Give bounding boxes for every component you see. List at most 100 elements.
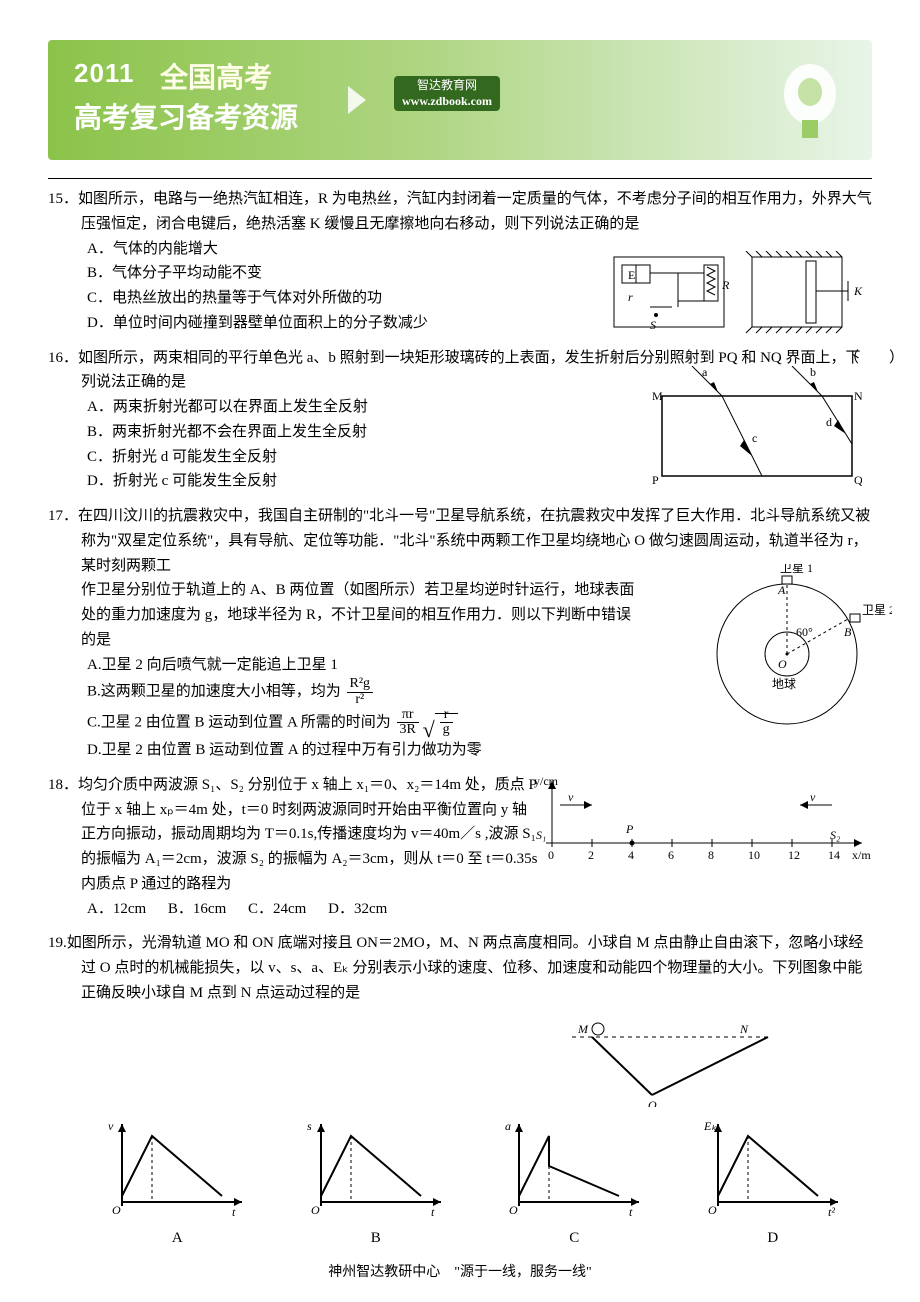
q17-opt-c: C.卫星 2 由位置 B 运动到位置 A 所需的时间为 πr3R rg	[87, 708, 647, 738]
q19-graph-d: Eₖt²OD	[698, 1116, 848, 1252]
q16-num: 16．	[48, 350, 78, 366]
question-15: 15．如图所示，电路与一绝热汽缸相连，R 为电热丝，汽缸内封闭着一定质量的气体，…	[48, 187, 872, 336]
q18-opt-b: B．16cm	[168, 897, 226, 922]
footer: 神州智达教研中心 "源于一线，服务一线"	[48, 1261, 872, 1281]
svg-text:S₁: S₁	[536, 828, 546, 842]
q17-b-den: r²	[347, 693, 374, 708]
svg-text:x/m: x/m	[852, 848, 871, 862]
svg-text:M: M	[577, 1022, 589, 1036]
q15-stem: 如图所示，电路与一绝热汽缸相连，R 为电热丝，汽缸内封闭着一定质量的气体，不考虑…	[78, 191, 872, 232]
q17-c2-num: r	[440, 708, 453, 724]
svg-text:P: P	[652, 473, 659, 486]
svg-text:t: t	[629, 1205, 633, 1216]
svg-text:2: 2	[588, 848, 594, 862]
q17-figure: O 地球 60° A 卫星 1 B 卫星 2	[702, 564, 892, 734]
q17-b-num: R²g	[347, 677, 374, 693]
q19-incline-figure: M N O	[572, 1017, 772, 1107]
q17-b-pre: B.这两颗卫星的加速度大小相等，均为	[87, 684, 341, 700]
svg-text:8: 8	[708, 848, 714, 862]
svg-text:卫星 2: 卫星 2	[862, 603, 892, 617]
q18-num: 18．	[48, 777, 78, 793]
svg-text:6: 6	[668, 848, 674, 862]
svg-text:N: N	[739, 1022, 749, 1036]
svg-text:A: A	[777, 583, 786, 597]
q18-opt-d: D．32cm	[328, 897, 387, 922]
q19-graph-a: vtOA	[102, 1116, 252, 1252]
q16-opt-b: B．两束折射光都不会在界面上发生全反射	[87, 420, 507, 445]
q19-graph-c: atOC	[499, 1116, 649, 1252]
banner-title-1: 全国高考	[160, 56, 272, 96]
svg-text:R: R	[721, 278, 730, 292]
svg-text:14: 14	[828, 848, 840, 862]
banner-url: www.zdbook.com	[402, 94, 492, 110]
svg-text:12: 12	[788, 848, 800, 862]
q17-c1-num: πr	[397, 708, 419, 724]
svg-text:Q: Q	[854, 473, 862, 486]
q15-opt-b: B．气体分子平均动能不变	[87, 261, 507, 286]
svg-text:M: M	[652, 389, 663, 403]
svg-text:s: s	[307, 1119, 312, 1133]
svg-text:10: 10	[748, 848, 760, 862]
q19-graphs: vtOAstOBatOCEₖt²OD	[48, 1116, 872, 1252]
svg-text:Eₖ: Eₖ	[703, 1119, 717, 1133]
svg-text:60°: 60°	[796, 625, 813, 639]
svg-text:K: K	[853, 284, 863, 298]
q17-num: 17．	[48, 508, 78, 524]
svg-text:O: O	[708, 1203, 717, 1216]
question-19: 19.如图所示，光滑轨道 MO 和 ON 底端对接且 ON＝2MO，M、N 两点…	[48, 931, 872, 1251]
q17-c1-den: 3R	[397, 723, 419, 738]
svg-text:y/cm: y/cm	[534, 774, 559, 788]
svg-text:O: O	[311, 1203, 320, 1216]
q17-c2-den: g	[440, 723, 453, 738]
q16-opt-d: D．折射光 c 可能发生全反射	[87, 469, 507, 494]
svg-text:t: t	[232, 1205, 236, 1216]
q17-opt-b: B.这两颗卫星的加速度大小相等，均为 R²gr²	[87, 677, 647, 707]
q15-opt-c: C．电热丝放出的热量等于气体对外所做的功	[87, 286, 507, 311]
svg-text:P: P	[625, 822, 634, 836]
q16-figure: M N P Q a b c d	[652, 366, 862, 486]
q19-stem: 如图所示，光滑轨道 MO 和 ON 底端对接且 ON＝2MO，M、N 两点高度相…	[67, 935, 864, 1001]
svg-text:d: d	[826, 415, 832, 429]
svg-text:b: b	[810, 366, 816, 379]
svg-text:t: t	[431, 1205, 435, 1216]
q15-opt-a: A．气体的内能增大	[87, 237, 507, 262]
question-18: 18．均匀介质中两波源 S₁、S₂ 分别位于 x 轴上 x₁＝0、x₂＝14m …	[48, 773, 872, 922]
svg-text:地球: 地球	[772, 677, 796, 691]
svg-text:v: v	[810, 790, 816, 804]
arrow-right-icon	[348, 86, 366, 114]
q18-opt-c: C．24cm	[248, 897, 306, 922]
q18-stem: 均匀介质中两波源 S₁、S₂ 分别位于 x 轴上 x₁＝0、x₂＝14m 处，质…	[78, 777, 538, 892]
svg-text:E: E	[628, 268, 635, 282]
lightbulb-icon	[776, 54, 844, 144]
banner-url-label: 智达教育网	[402, 78, 492, 94]
svg-text:a: a	[505, 1119, 511, 1133]
question-16: 16．如图所示，两束相同的平行单色光 a、b 照射到一块矩形玻璃砖的上表面，发生…	[48, 346, 872, 495]
question-17: 17．在四川汶川的抗震救灾中，我国自主研制的"北斗一号"卫星导航系统，在抗震救灾…	[48, 504, 872, 763]
q19-num: 19.	[48, 935, 67, 951]
q16-opt-c: C．折射光 d 可能发生全反射	[87, 445, 507, 470]
svg-text:N: N	[854, 389, 862, 403]
q18-opt-a: A．12cm	[87, 897, 146, 922]
svg-text:4: 4	[628, 848, 634, 862]
svg-text:t²: t²	[828, 1205, 835, 1216]
banner: 2011 全国高考 高考复习备考资源 智达教育网 www.zdbook.com	[48, 40, 872, 160]
banner-title-2: 高考复习备考资源	[74, 96, 298, 136]
svg-text:0: 0	[548, 848, 554, 862]
banner-year: 2011	[74, 58, 134, 89]
banner-url-box: 智达教育网 www.zdbook.com	[394, 76, 500, 111]
svg-text:O: O	[648, 1098, 657, 1107]
svg-text:B: B	[844, 625, 852, 639]
q15-num: 15．	[48, 191, 78, 207]
svg-text:c: c	[752, 431, 757, 445]
svg-text:卫星 1: 卫星 1	[780, 564, 813, 575]
svg-text:r: r	[628, 290, 633, 304]
q16-opt-a: A．两束折射光都可以在界面上发生全反射	[87, 395, 507, 420]
q19-graph-b: stOB	[301, 1116, 451, 1252]
svg-text:O: O	[112, 1203, 121, 1216]
q15-opt-d: D．单位时间内碰撞到器壁单位面积上的分子数减少	[87, 311, 507, 336]
svg-text:O: O	[778, 657, 787, 671]
q17-stem2: 作卫星分别位于轨道上的 A、B 两位置（如图所示）若卫星均逆时针运行，地球表面处…	[48, 578, 641, 652]
q17-opt-d: D.卫星 2 由位置 B 运动到位置 A 的过程中万有引力做功为零	[87, 738, 647, 763]
q15-figure: E r S R K	[612, 251, 872, 337]
q17-c-pre: C.卫星 2 由位置 B 运动到位置 A 所需的时间为	[87, 714, 391, 730]
